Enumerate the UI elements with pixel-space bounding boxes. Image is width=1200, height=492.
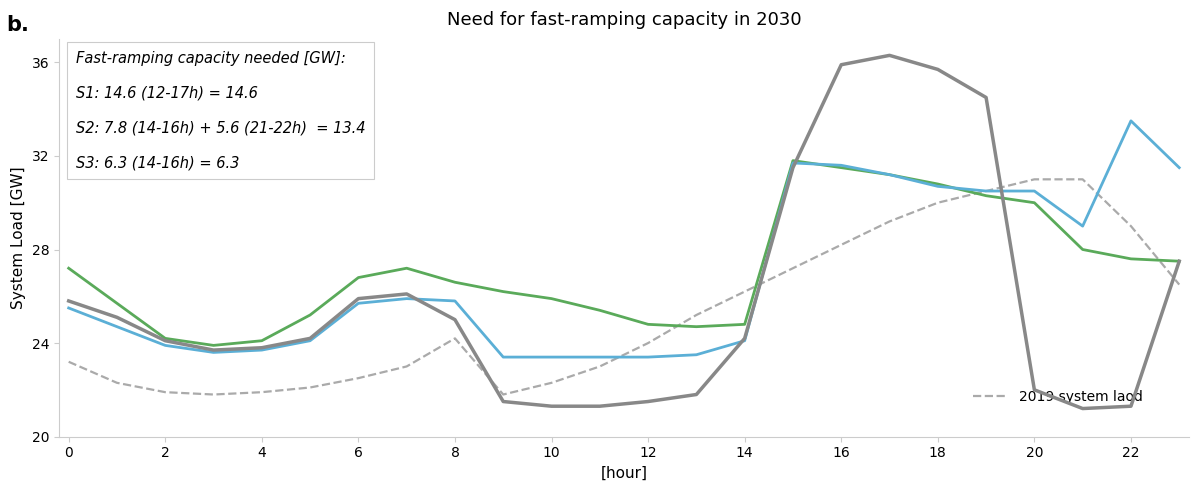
2019 system laod <box>738 289 752 295</box>
2019 system laod <box>158 389 173 395</box>
2019 system laod <box>61 359 76 365</box>
2019 system laod <box>400 364 414 369</box>
2019 system laod <box>545 380 559 386</box>
Y-axis label: System Load [GW]: System Load [GW] <box>11 166 26 309</box>
2019 system laod <box>448 336 462 341</box>
2019 system laod <box>109 380 124 386</box>
2019 system laod <box>641 340 655 346</box>
Legend: 2019 system laod: 2019 system laod <box>967 385 1148 410</box>
2019 system laod <box>1123 223 1138 229</box>
2019 system laod <box>786 265 800 271</box>
2019 system laod <box>1027 176 1042 182</box>
Line: 2019 system laod: 2019 system laod <box>68 179 1180 395</box>
2019 system laod <box>882 218 896 224</box>
2019 system laod <box>593 364 607 369</box>
Title: Need for fast-ramping capacity in 2030: Need for fast-ramping capacity in 2030 <box>446 11 802 29</box>
2019 system laod <box>206 392 221 398</box>
2019 system laod <box>834 242 848 248</box>
2019 system laod <box>689 312 703 318</box>
Text: Fast-ramping capacity needed [GW]:

S1: 14.6 (12-17h) = 14.6

S2: 7.8 (14-16h) +: Fast-ramping capacity needed [GW]: S1: 1… <box>76 51 366 170</box>
2019 system laod <box>1172 281 1187 287</box>
2019 system laod <box>931 200 946 206</box>
2019 system laod <box>496 392 510 398</box>
2019 system laod <box>1075 176 1090 182</box>
2019 system laod <box>254 389 269 395</box>
2019 system laod <box>302 385 317 391</box>
X-axis label: [hour]: [hour] <box>600 466 648 481</box>
2019 system laod <box>979 188 994 194</box>
Text: b.: b. <box>6 15 29 35</box>
2019 system laod <box>352 375 366 381</box>
